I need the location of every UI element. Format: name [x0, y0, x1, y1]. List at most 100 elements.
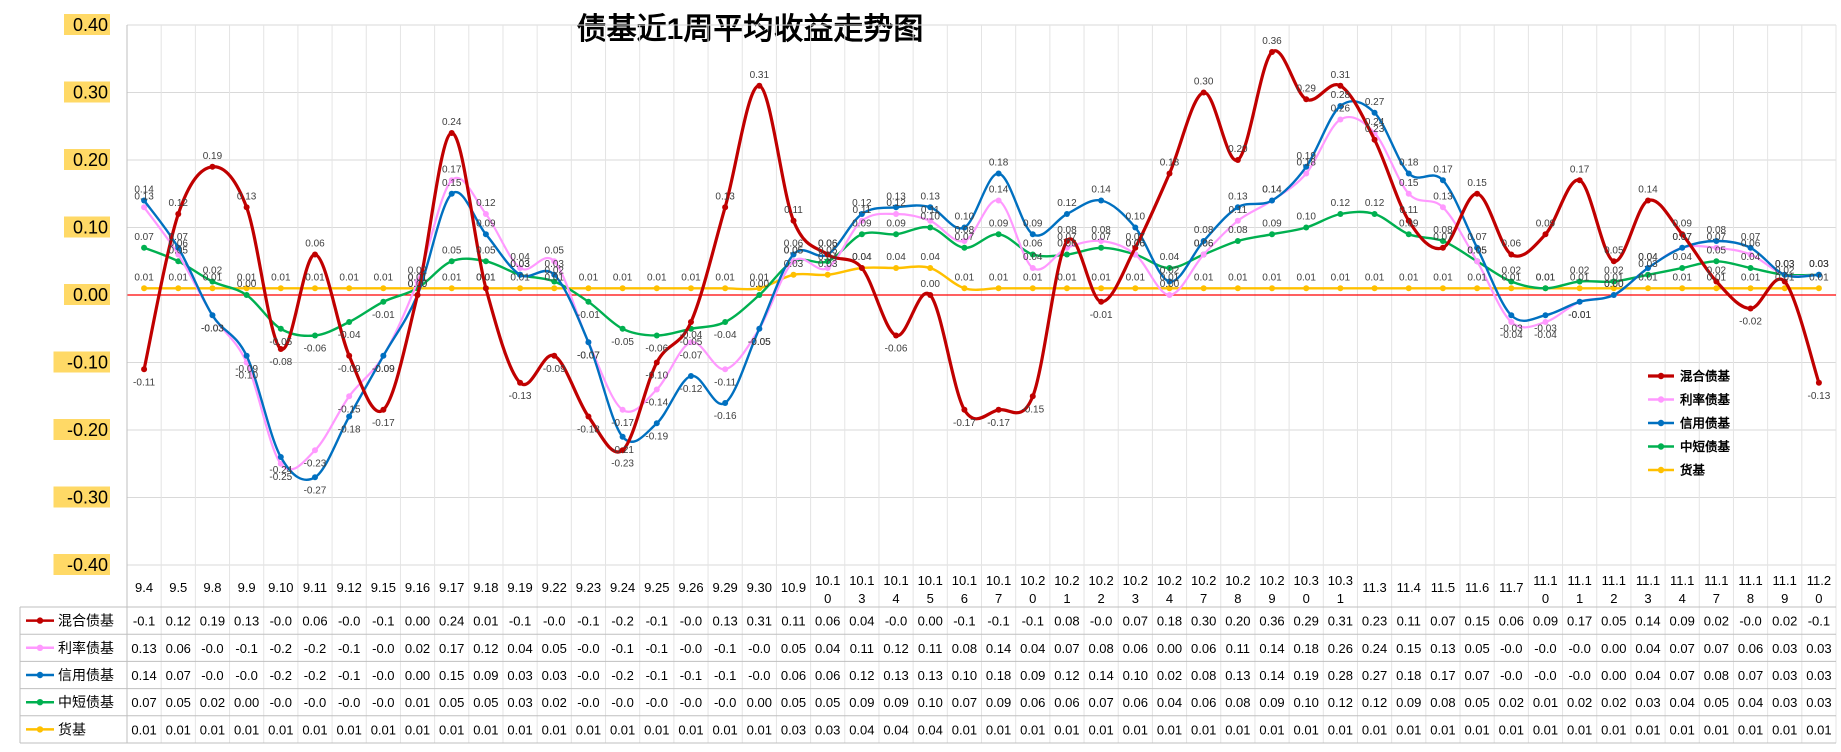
data-point — [1645, 197, 1652, 204]
legend-label: 货基 — [1680, 463, 1706, 478]
table-series-name: 货基 — [58, 721, 86, 737]
data-point — [1303, 170, 1310, 177]
table-cell: 0.01 — [1533, 695, 1558, 710]
table-cell: -0.0 — [1090, 614, 1112, 629]
data-label: 0.10 — [955, 212, 975, 223]
table-cell: 0.03 — [781, 722, 806, 737]
data-label: 0.03 — [1638, 259, 1658, 270]
table-cell: -0.0 — [680, 641, 702, 656]
table-cell: 0.04 — [1635, 641, 1660, 656]
data-label: 0.03 — [1775, 259, 1795, 270]
table-cell: -0.0 — [372, 668, 394, 683]
data-point — [1200, 251, 1207, 258]
x-tick-label: 9.23 — [576, 580, 601, 595]
data-label: 0.01 — [1194, 272, 1214, 283]
data-point — [482, 258, 489, 265]
table-cell: 0.01 — [1020, 722, 1045, 737]
data-point — [175, 285, 182, 292]
data-label: 0.07 — [1741, 232, 1761, 243]
data-label: 0.01 — [1502, 272, 1522, 283]
x-tick-label: 11.2 0 — [1807, 573, 1831, 606]
data-label: 0.08 — [1228, 225, 1248, 236]
data-point — [1713, 238, 1720, 244]
data-point — [517, 271, 524, 278]
data-point — [141, 197, 148, 204]
table-cell: 0.18 — [986, 668, 1011, 683]
y-tick-highlight — [53, 351, 110, 373]
data-label: 0.03 — [818, 259, 838, 270]
legend-label: 混合债基 — [1680, 369, 1731, 384]
data-label: 0.08 — [1057, 225, 1077, 236]
data-point — [277, 325, 284, 332]
table-cell: 0.02 — [1772, 614, 1797, 629]
table-cell: 0.01 — [371, 722, 396, 737]
data-label: 0.13 — [715, 191, 735, 202]
y-axis: 0.40 0.30 0.20 0.10 0.00 -0.10 -0.20 -0.30 -0.40 — [53, 14, 110, 575]
table-cell: -0.0 — [1500, 641, 1522, 656]
data-point — [175, 258, 182, 265]
data-label: 0.11 — [853, 205, 872, 216]
series-labels-3: 0.07 0.05 0.02 0.00 -0.05 -0.06 -0.04 -0.01 0.01… — [134, 198, 1829, 355]
x-tick-label: 10.2 4 — [1157, 573, 1182, 606]
table-cell: 0.01 — [1704, 722, 1729, 737]
y-tick-label: -0.30 — [67, 488, 108, 508]
table-cell: -0.0 — [1534, 668, 1556, 683]
table-cell: 0.04 — [507, 641, 532, 656]
table-cell: -0.1 — [611, 641, 633, 656]
data-label: 0.05 — [1467, 245, 1487, 256]
table-cell: 0.01 — [131, 722, 156, 737]
data-point — [687, 373, 694, 379]
table-cell: 0.01 — [200, 722, 225, 737]
x-tick-label: 11.1 1 — [1567, 573, 1591, 606]
data-label: -0.23 — [611, 458, 634, 469]
x-tick-label: 10.2 9 — [1259, 573, 1284, 606]
table-cell: 0.03 — [815, 722, 840, 737]
table-cell: 0.03 — [507, 695, 532, 710]
data-label: 0.01 — [1467, 272, 1487, 283]
data-point — [1474, 190, 1481, 197]
data-label: 0.07 — [1467, 232, 1487, 243]
data-point — [1371, 136, 1378, 143]
data-point — [927, 292, 934, 298]
data-point — [141, 204, 148, 211]
data-label: -0.04 — [1500, 330, 1523, 341]
data-point — [1166, 265, 1173, 271]
data-point — [1234, 238, 1241, 244]
x-tick-label: 9.4 — [135, 580, 153, 595]
table-cell: 0.14 — [1088, 668, 1113, 683]
y-tick-highlight — [64, 14, 110, 35]
data-point — [1610, 292, 1617, 298]
x-tick-label: 9.5 — [169, 580, 187, 595]
table-cell: 0.14 — [1259, 668, 1284, 683]
data-label: 0.08 — [1707, 225, 1727, 236]
data-label: 0.14 — [1638, 185, 1658, 196]
data-label: 0.01 — [647, 272, 667, 283]
x-tick-label: 10.9 — [781, 580, 806, 595]
table-cell: 0.07 — [1670, 668, 1695, 683]
data-label: 0.19 — [1296, 151, 1316, 162]
data-label: 0.15 — [442, 178, 462, 189]
data-point — [1132, 285, 1139, 292]
data-point — [961, 244, 968, 251]
data-point — [243, 204, 250, 211]
data-label: -0.17 — [611, 418, 634, 429]
table-row: 货基 0.01 0.01 0.01 0.01 0.01 0.01 0.01 0.01 0.01 0.… — [26, 721, 1832, 737]
data-point — [1474, 285, 1481, 292]
table-cell: 0.09 — [1670, 614, 1695, 629]
data-point — [1747, 265, 1754, 271]
table-cell: 0.03 — [1772, 641, 1797, 656]
data-point — [1337, 211, 1344, 217]
data-label: 0.05 — [1707, 245, 1727, 256]
data-point — [1200, 238, 1207, 244]
data-label: 0.01 — [1365, 272, 1385, 283]
data-point — [551, 271, 558, 278]
data-label: 0.10 — [1296, 212, 1316, 223]
data-label: 0.11 — [1228, 205, 1247, 216]
data-label: -0.21 — [611, 445, 634, 456]
table-cell: 0.02 — [542, 695, 567, 710]
table-cell: -0.0 — [748, 641, 770, 656]
table-cell: 0.03 — [1806, 695, 1831, 710]
data-label: -0.07 — [680, 350, 703, 361]
data-label: -0.16 — [714, 411, 737, 422]
data-point — [1063, 285, 1070, 292]
